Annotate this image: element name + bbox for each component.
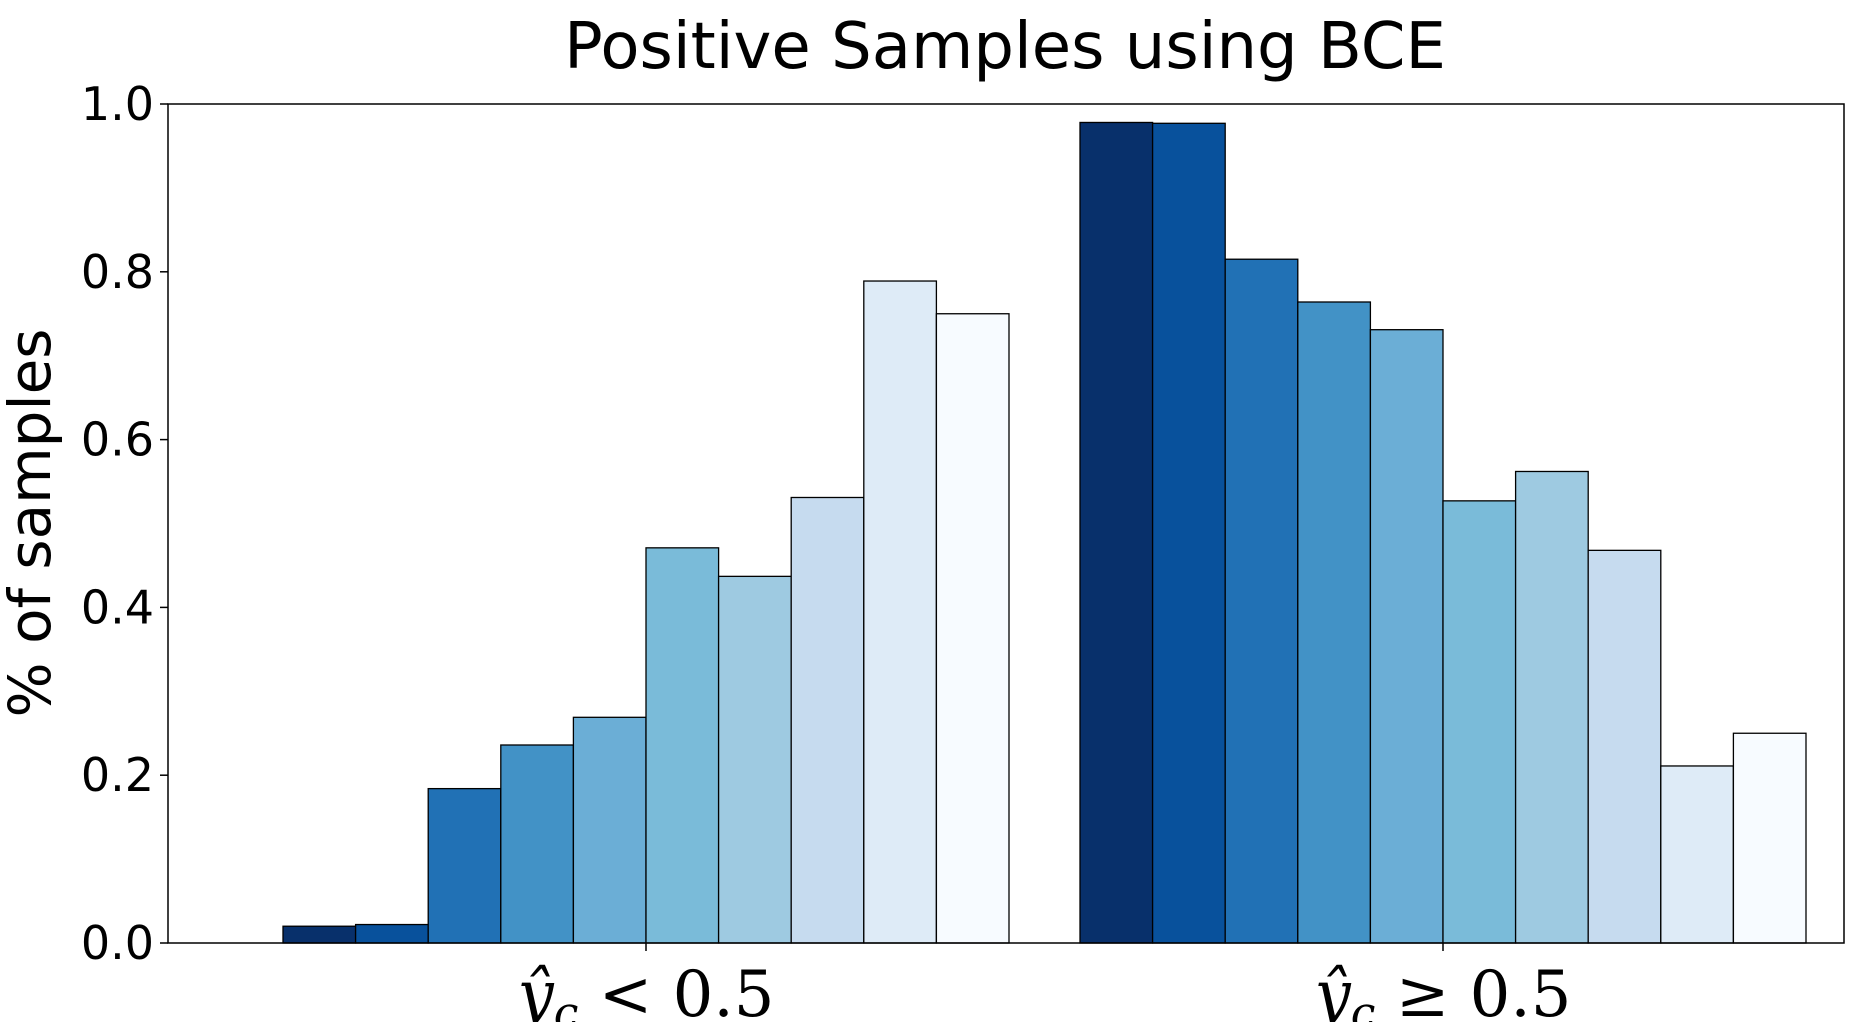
x-ticks: ŷc < 0.5 ŷc ≥ 0.5 — [515, 943, 1572, 1022]
bar-group2-9 — [1660, 765, 1735, 944]
chart-title: Positive Samples using BCE — [564, 10, 1446, 84]
x-tick-label-relation: < 0.5 — [578, 958, 774, 1022]
bar-group1-5 — [572, 716, 647, 944]
bar-group2-7 — [1514, 470, 1589, 944]
bar-group1-1 — [282, 925, 357, 944]
bar-group2-6 — [1442, 500, 1517, 944]
x-tick-label-variable: ŷ — [515, 958, 555, 1022]
bar-group2-4 — [1297, 301, 1372, 944]
bar-group1-8 — [790, 496, 865, 944]
bar-group1-10 — [935, 313, 1010, 944]
x-tick-label: ŷc < 0.5 — [515, 958, 775, 1022]
y-tick-label: 0.4 — [81, 580, 154, 634]
bar-group2-3 — [1224, 258, 1299, 944]
y-tick-label: 0.8 — [81, 245, 154, 299]
x-tick-label-subscript: c — [554, 988, 579, 1022]
bar-group1-2 — [354, 923, 429, 944]
y-tick-label: 0.6 — [81, 413, 154, 467]
plot-frame — [167, 103, 1845, 944]
y-axis-label: % of samples — [0, 329, 64, 718]
bar-group1-4 — [500, 744, 575, 944]
bar-group2-2 — [1151, 122, 1226, 944]
y-tick-label: 0.0 — [81, 916, 154, 970]
y-tick-label: 0.2 — [81, 748, 154, 802]
bar-group1-9 — [863, 280, 938, 944]
x-tick-label: ŷc ≥ 0.5 — [1312, 958, 1572, 1022]
bar-group2-10 — [1732, 732, 1807, 944]
x-tick-label-subscript: c — [1351, 988, 1376, 1022]
y-ticks: 0.0 0.2 0.4 0.6 0.8 1.0 — [81, 77, 168, 970]
bar-group2-1 — [1079, 121, 1154, 944]
bar-group1-6 — [645, 547, 720, 944]
bar-group1-7 — [717, 575, 792, 944]
bar-group2-8 — [1587, 549, 1662, 944]
bar-group2-5 — [1369, 329, 1444, 944]
bar-group1-3 — [427, 787, 502, 944]
bars-group — [282, 121, 1807, 944]
x-tick-label-relation: ≥ 0.5 — [1375, 958, 1571, 1022]
y-tick-label: 1.0 — [81, 77, 154, 131]
x-tick-label-variable: ŷ — [1312, 958, 1352, 1022]
